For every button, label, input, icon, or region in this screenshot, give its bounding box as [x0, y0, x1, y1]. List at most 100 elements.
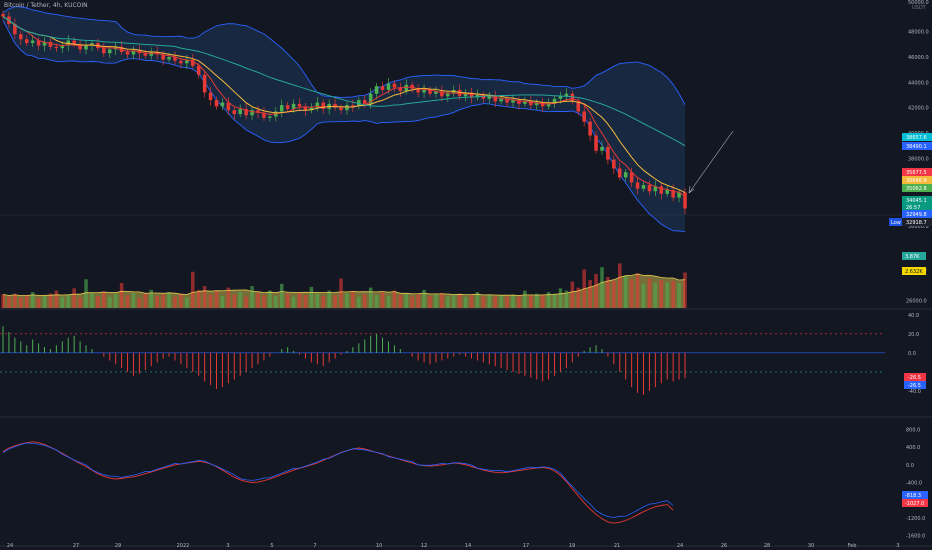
- time-tick-label: 3: [896, 543, 899, 549]
- candle-body: [392, 83, 397, 88]
- volume-bar: [196, 289, 201, 308]
- price-tag-badge: [902, 184, 932, 192]
- volume-bar: [256, 292, 260, 308]
- volume-bar: [131, 292, 136, 308]
- candle-body: [612, 159, 616, 169]
- volume-bar: [220, 295, 225, 308]
- volume-bar: [125, 295, 130, 308]
- time-tick-label: 10: [376, 543, 382, 549]
- volume-bar: [552, 293, 557, 308]
- volume-bar: [30, 292, 35, 308]
- ma-mid-line: [2, 16, 686, 194]
- candle-body: [196, 65, 201, 75]
- volume-bar: [238, 292, 242, 308]
- time-tick-label: 28: [764, 543, 770, 549]
- candle-body: [594, 135, 598, 151]
- volume-bar: [119, 283, 124, 308]
- volume-bar: [351, 291, 355, 308]
- volume-bar: [190, 271, 195, 308]
- volume-bar: [398, 295, 403, 308]
- symbol-title[interactable]: Bitcoin / Tether, 4h, KUCOIN: [4, 2, 88, 9]
- volume-bar: [214, 290, 219, 308]
- price-tag-badge: [902, 210, 932, 218]
- candle-body: [78, 44, 82, 50]
- volume-bar: [540, 295, 545, 308]
- price-tick-label: 50000.0: [908, 0, 929, 6]
- candlestick-series: [1, 10, 687, 215]
- candle-body: [19, 34, 23, 40]
- candle-body: [125, 51, 130, 55]
- candle-body: [291, 103, 296, 109]
- candle-body: [303, 106, 308, 111]
- volume-bar: [155, 295, 159, 308]
- volume-bar: [404, 293, 409, 308]
- volume-bar: [653, 283, 658, 308]
- candle-body: [647, 184, 652, 192]
- candle-body: [523, 101, 527, 104]
- candle-body: [493, 96, 498, 102]
- candle-body: [469, 92, 474, 98]
- volume-bar: [493, 296, 498, 308]
- price-tag-badge: [902, 133, 932, 141]
- volume-bar: [576, 287, 581, 308]
- osc-tick-label: 400.0: [906, 445, 920, 451]
- candle-body: [434, 91, 438, 94]
- candle-body: [351, 105, 355, 107]
- volume-bar: [279, 283, 284, 308]
- time-tick-label: 24: [7, 543, 13, 549]
- arrow-drawing[interactable]: [688, 130, 734, 194]
- candle-body: [380, 86, 385, 90]
- volume-bar: [386, 295, 391, 308]
- candle-body: [463, 92, 468, 97]
- candle-body: [629, 172, 634, 183]
- volume-bar: [671, 280, 675, 308]
- osc-tag-label: -1027.0: [905, 501, 924, 507]
- volume-bar: [7, 296, 11, 308]
- candle-body: [36, 40, 41, 46]
- candle-body: [617, 168, 622, 178]
- candle-body: [250, 110, 254, 116]
- time-tick-label: 30: [808, 543, 814, 549]
- price-tag-label: 32918.7: [906, 220, 927, 226]
- candle-body: [374, 86, 379, 94]
- time-tick-label: 26: [721, 543, 727, 549]
- candle-body: [238, 108, 242, 114]
- volume-bar: [392, 290, 397, 308]
- time-tick-label: 17: [523, 543, 529, 549]
- volume-bar: [285, 293, 290, 308]
- price-tag-label: 38490.1: [906, 144, 927, 150]
- price-tick-label: 48000.0: [908, 30, 929, 36]
- candle-body: [505, 98, 509, 103]
- volume-bar: [564, 290, 569, 308]
- time-tick-label: 12: [421, 543, 427, 549]
- candle-body: [582, 111, 586, 122]
- bollinger-fill: [3, 6, 685, 232]
- price-tick-label: 36000.0: [908, 224, 929, 230]
- volume-bar: [463, 296, 468, 308]
- time-tick-label: 27: [73, 543, 79, 549]
- volume-bar: [48, 293, 53, 308]
- price-tag-badge: [902, 218, 932, 226]
- candle-body: [167, 57, 171, 60]
- candle-body: [570, 93, 575, 102]
- volume-tag-label: 3.87K: [905, 254, 920, 260]
- candle-body: [606, 146, 610, 160]
- candle-body: [641, 184, 646, 189]
- volume-bar: [374, 295, 379, 308]
- candle-body: [226, 102, 231, 111]
- volume-tag-badge: [902, 252, 926, 260]
- volume-bar: [422, 289, 426, 308]
- time-tick-label: 5: [270, 543, 273, 549]
- candle-body: [446, 93, 450, 97]
- bollinger-lower-band: [2, 20, 686, 233]
- candle-body: [368, 93, 373, 104]
- candle-body: [220, 102, 225, 107]
- candle-body: [440, 91, 444, 97]
- volume-bar: [303, 295, 308, 308]
- volume-bar: [13, 293, 17, 308]
- time-tick-label: 7: [313, 543, 316, 549]
- candle-body: [202, 74, 207, 93]
- candle-body: [297, 103, 302, 107]
